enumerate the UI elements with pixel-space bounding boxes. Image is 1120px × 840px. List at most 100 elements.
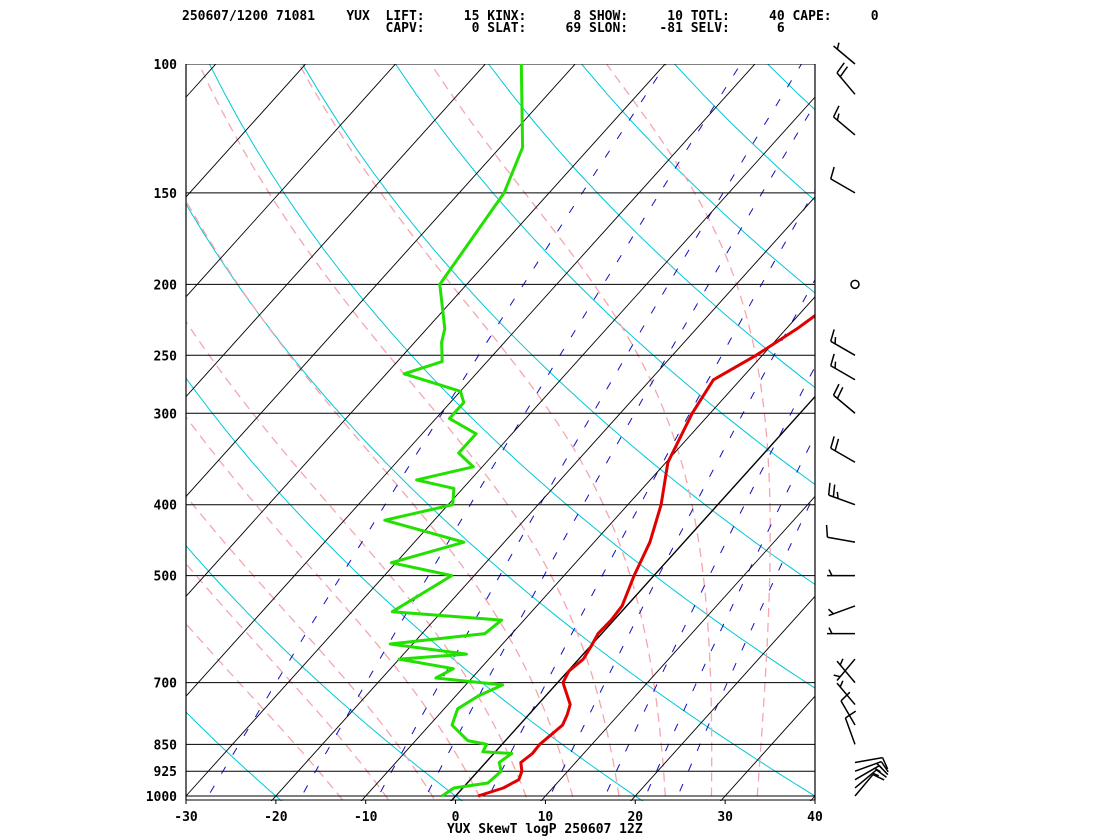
- pressure-tick-label: 1000: [146, 790, 177, 805]
- mixing-ratio-line: [642, 434, 815, 801]
- barb-full-feather: [830, 436, 835, 449]
- barb-staff: [828, 494, 856, 506]
- wind-barb: [854, 773, 885, 797]
- mixing-ratio-line: [675, 492, 815, 801]
- moist-adiabat-line: [186, 494, 437, 801]
- barb-staff: [827, 536, 856, 543]
- barb-full-feather: [834, 438, 840, 451]
- temperature-tick-label: 0: [452, 810, 460, 825]
- barb-staff: [830, 447, 856, 463]
- dry-adiabat-line: [825, 31, 1120, 812]
- moist-adiabat-line: [186, 622, 345, 801]
- calm-circle: [850, 279, 860, 290]
- dry-adiabat-line: [394, 64, 815, 486]
- isotherm-line: [540, 495, 815, 801]
- temperature-profile-line: [477, 313, 815, 798]
- wind-barb: [840, 691, 856, 726]
- moist-adiabat-line: [186, 415, 483, 801]
- isotherm-line: [450, 395, 815, 801]
- pressure-tick-label: 150: [154, 187, 178, 202]
- pressure-tick-label: 500: [154, 570, 178, 585]
- mixing-ratio-line: [602, 365, 815, 801]
- dry-adiabat-line: [0, 31, 112, 812]
- barb-staff: [830, 178, 856, 194]
- isotherm-line: [186, 64, 576, 498]
- temperature-tick-label: -20: [264, 810, 288, 825]
- pressure-tick-label: 925: [154, 765, 177, 780]
- isotherm-line: [630, 595, 815, 801]
- barb-half-feather: [874, 767, 881, 773]
- moist-adiabat-line: [198, 64, 621, 801]
- wind-barb: [827, 627, 855, 635]
- wind-barb: [854, 760, 889, 773]
- moist-adiabat-line: [186, 199, 575, 801]
- barb-half-feather: [828, 608, 834, 615]
- wind-barb: [830, 436, 856, 463]
- dewpoint-profile-line: [383, 64, 525, 798]
- wind-barb: [832, 383, 856, 414]
- barb-full-feather: [881, 757, 889, 770]
- dry-adiabat-line: [580, 64, 815, 294]
- barb-full-feather: [845, 710, 857, 719]
- wind-barb: [850, 279, 860, 290]
- isotherm-line: [360, 296, 815, 801]
- barb-full-feather: [836, 62, 845, 74]
- isotherm-line: [0, 31, 66, 827]
- pressure-tick-label: 700: [154, 677, 178, 692]
- mixing-ratio-line: [298, 64, 742, 801]
- barb-half-feather: [872, 772, 880, 777]
- barb-full-feather: [832, 105, 840, 118]
- pressure-tick-label: 400: [154, 499, 178, 514]
- dry-adiabat-line: [301, 64, 815, 586]
- wind-barb: [827, 569, 855, 577]
- wind-barb: [830, 329, 856, 356]
- barb-staff: [854, 774, 874, 797]
- isotherm-line: [186, 64, 666, 597]
- isotherm-line: [186, 64, 486, 398]
- barb-full-feather: [830, 353, 835, 366]
- wind-barb: [825, 524, 856, 543]
- barb-half-feather: [839, 680, 844, 688]
- wind-barb: [827, 482, 856, 506]
- barb-half-feather: [836, 42, 840, 50]
- pressure-tick-label: 100: [154, 58, 178, 73]
- header: 250607/1200 71081 YUX LIFT: 15 KINX: 8 S…: [0, 0, 1120, 40]
- isotherm-line: [720, 695, 815, 801]
- wind-barb: [828, 605, 856, 617]
- chart-caption: YUX SkewT logP 250607 12Z: [447, 822, 643, 837]
- barb-staff: [836, 72, 856, 95]
- wind-barb: [830, 166, 856, 194]
- barb-half-feather: [836, 113, 840, 121]
- barb-full-feather: [832, 383, 840, 396]
- wind-barb: [836, 62, 856, 95]
- dry-adiabat-line: [916, 31, 1120, 812]
- background-lines: [0, 31, 1120, 827]
- axes-frame: [185, 64, 816, 801]
- temperature-tick-label: -10: [354, 810, 378, 825]
- temperature-tick-label: 20: [627, 810, 643, 825]
- wind-barbs: [825, 42, 889, 797]
- header-stats-line2: CAPV: 0 SLAT: 69 SLON: -81 SELV: 6: [182, 21, 785, 36]
- dry-adiabat-line: [673, 64, 815, 202]
- mixing-ratio-line: [375, 64, 803, 801]
- wind-barb: [833, 42, 856, 65]
- wind-barb: [844, 710, 857, 745]
- barb-staff: [833, 394, 856, 414]
- moist-adiabat-line: [430, 64, 713, 801]
- mixing-ratio-line: [485, 189, 815, 801]
- wind-barb: [854, 756, 889, 770]
- barb-full-feather: [840, 691, 851, 702]
- barb-full-feather: [832, 484, 836, 497]
- isotherm-line: [186, 96, 815, 797]
- pressure-tick-label: 200: [154, 278, 178, 293]
- barb-full-feather: [872, 773, 885, 781]
- barb-full-feather: [830, 166, 835, 180]
- barb-full-feather: [880, 761, 889, 773]
- isotherm-line: [270, 196, 815, 801]
- pressure-tick-label: 250: [154, 349, 178, 364]
- isotherm-line: [0, 31, 156, 827]
- barb-half-feather: [839, 658, 844, 666]
- wind-barb: [836, 680, 856, 706]
